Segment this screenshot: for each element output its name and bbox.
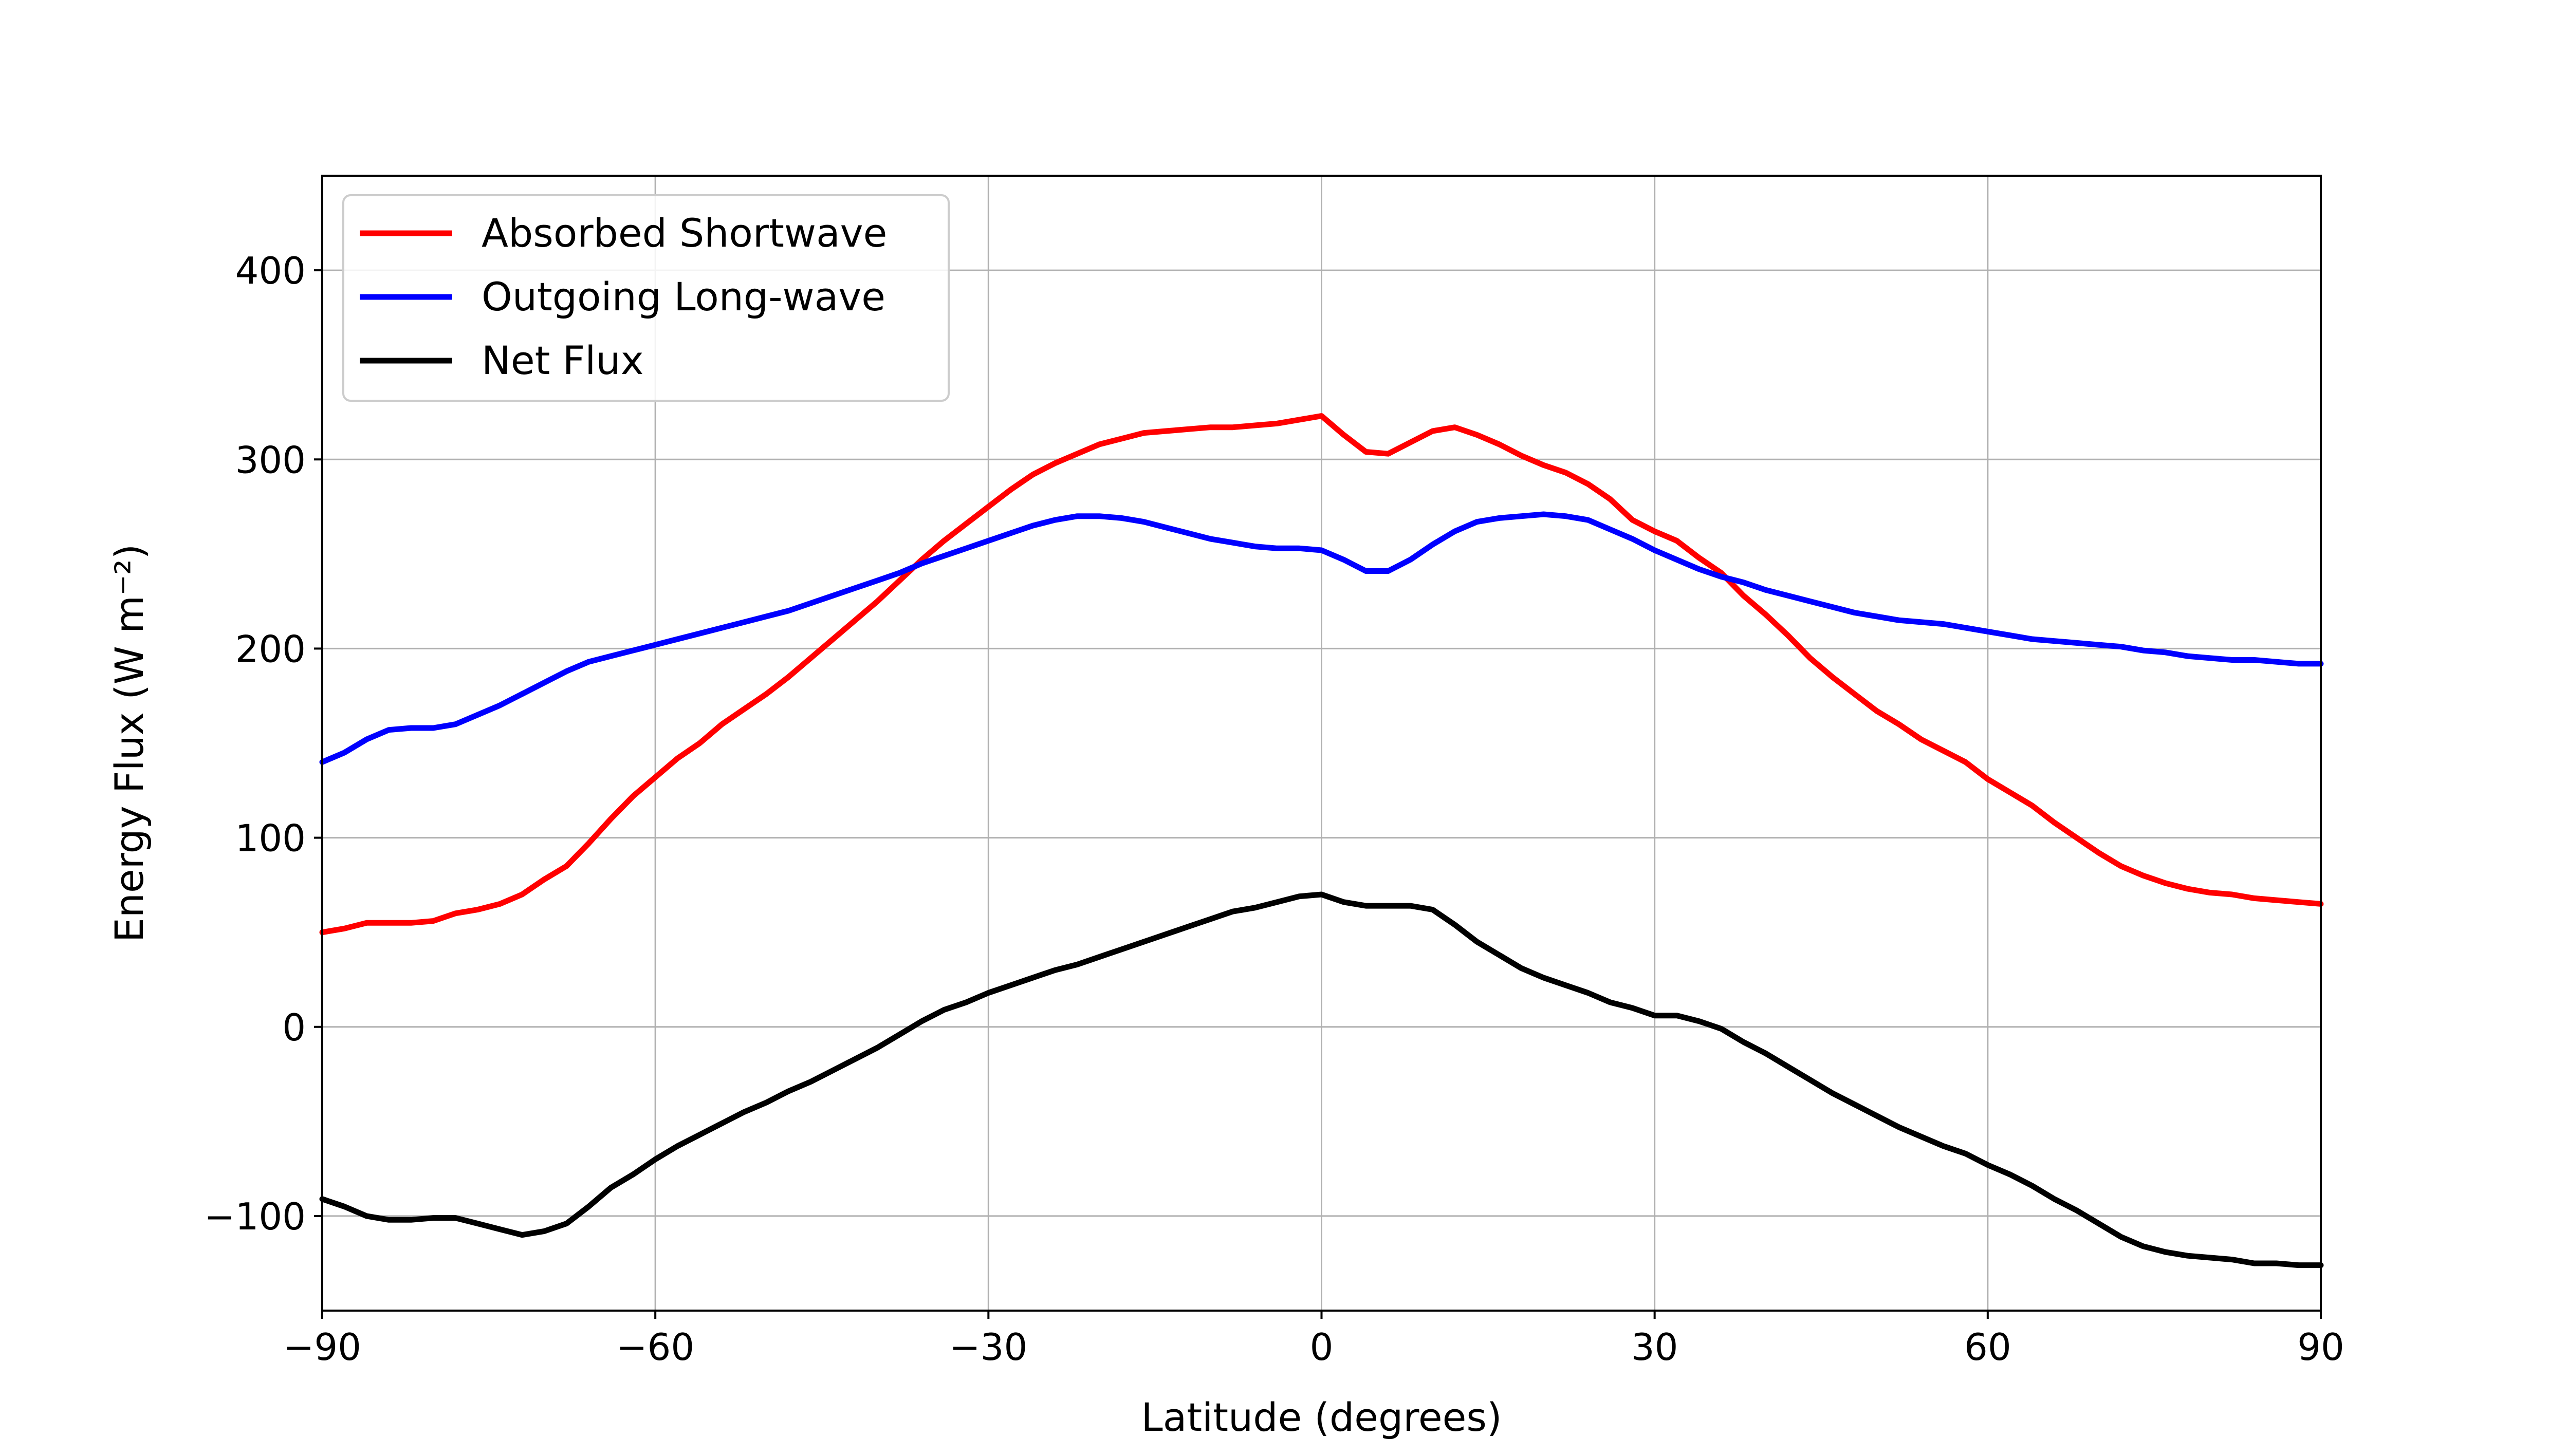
grid-lines xyxy=(321,176,2322,1311)
legend-label-2: Net Flux xyxy=(482,338,644,383)
y-axis: −100 0 100 200 300 400 xyxy=(204,249,322,1238)
y-tick-label: 200 xyxy=(235,627,306,670)
series-lines xyxy=(319,413,2324,1268)
legend-label-1: Outgoing Long-wave xyxy=(482,274,885,320)
y-axis-label: Energy Flux (W m⁻²) xyxy=(106,544,152,943)
x-tick-label: −30 xyxy=(949,1326,1027,1369)
y-tick-label: 100 xyxy=(235,817,306,860)
series-line-2 xyxy=(319,891,2324,1268)
legend: Absorbed Shortwave Outgoing Long-wave Net … xyxy=(342,194,950,402)
y-tick-label: 300 xyxy=(235,438,306,481)
legend-box xyxy=(342,194,950,402)
y-tick-label: 400 xyxy=(235,249,306,292)
series-line-0 xyxy=(319,413,2324,936)
x-axis-label: Latitude (degrees) xyxy=(1141,1394,1502,1440)
x-tick-label: 30 xyxy=(1631,1326,1678,1369)
y-tick-label: 0 xyxy=(282,1006,306,1049)
x-tick-label: 90 xyxy=(2297,1326,2344,1369)
x-tick-label: 0 xyxy=(1310,1326,1334,1369)
series-line-1 xyxy=(319,511,2324,765)
x-tick-label: −90 xyxy=(283,1326,361,1369)
y-tick-label: −100 xyxy=(204,1195,306,1238)
x-tick-label: −60 xyxy=(616,1326,694,1369)
legend-label-0: Absorbed Shortwave xyxy=(482,210,887,256)
x-tick-label: 60 xyxy=(1964,1326,2011,1369)
x-axis: −90 −60 −30 0 30 60 90 xyxy=(283,1311,2344,1369)
